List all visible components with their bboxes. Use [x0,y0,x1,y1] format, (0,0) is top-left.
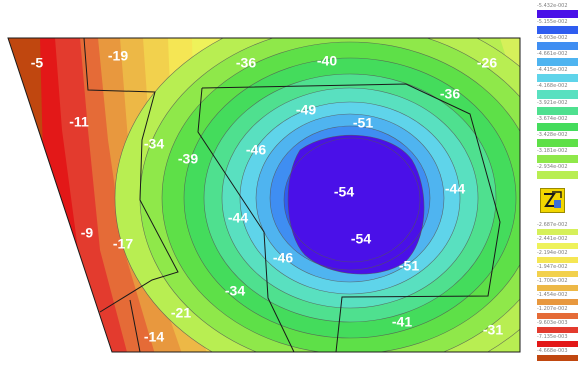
contour-label: -39 [178,151,198,167]
legend-color-swatch [537,170,578,179]
legend-color-swatch [537,313,578,319]
legend-value-label: -1.947e-002 [537,264,568,270]
contour-label: -31 [483,322,503,338]
legend-color-swatch [537,106,578,115]
legend-value-label: -2.194e-002 [537,250,568,256]
legend-color-swatch [537,257,578,263]
legend-entry: -5.155e-002 [528,19,581,35]
contour-label: -49 [296,102,316,118]
contour-label: -54 [334,184,354,200]
contour-label: -11 [69,114,89,130]
legend-color-swatch [537,299,578,305]
legend-value-label: -2.934e-002 [537,163,568,170]
legend-value-label: -3.674e-002 [537,115,568,122]
legend-entry: -3.181e-002 [528,148,581,164]
legend-color-swatch [537,122,578,131]
contour-label: -5 [31,55,44,71]
contour-label: -36 [440,86,460,102]
legend-color-swatch [537,229,578,235]
legend-entry: -2.687e-002 [528,222,581,236]
contour-label: -34 [225,283,245,299]
contour-label: -17 [113,236,133,252]
legend-entry: -3.674e-002 [528,116,581,132]
legend-entry: -3.921e-002 [528,100,581,116]
legend-entry: -7.135e-003 [528,334,581,348]
legend-color-swatch [537,138,578,147]
legend-value-label: -3.921e-002 [537,99,568,106]
structure-outline [7,37,521,353]
legend-value-label: -1.454e-002 [537,292,568,298]
legend-entry: -4.415e-002 [528,67,581,83]
contour-label: -51 [353,115,373,131]
legend-entry: -1.207e-002 [528,306,581,320]
legend-entry: -1.454e-002 [528,292,581,306]
legend-entry: -5.432e-002 [528,3,581,19]
legend-color-swatch [537,243,578,249]
contour-label: -46 [273,250,293,266]
legend-entry: -1.947e-002 [528,264,581,278]
legend-value-label: -5.432e-002 [537,3,568,9]
legend-value-label: -5.155e-002 [537,19,568,26]
legend-value-label: -3.181e-002 [537,147,568,154]
legend-value-label: -7.135e-003 [537,334,568,340]
legend-entry: -3.428e-002 [528,132,581,148]
contour-label: -46 [246,142,266,158]
legend-entry: -4.903e-002 [528,35,581,51]
contour-label: -51 [399,258,419,274]
legend-color-swatch [537,341,578,347]
contour-label: -19 [108,48,128,64]
legend-entry: -4.168e-002 [528,83,581,99]
contour-label: -26 [477,55,497,71]
contour-label: -21 [171,305,191,321]
legend-entry: -9.603e-003 [528,320,581,334]
legend-value-label: -4.903e-002 [537,35,568,42]
contour-label: -36 [236,55,256,71]
contour-labels: -5 -19 -36 -40 -26 -11 -34 -39 -49 -51 -… [31,48,504,345]
legend-color-swatch [537,355,578,361]
legend-value-label: -4.661e-002 [537,51,568,58]
legend-value-label: -9.603e-003 [537,320,568,326]
contour-label: -41 [392,314,412,330]
color-legend: -5.432e-002 -5.155e-002 -4.903e-002 -4.661e… [528,0,581,371]
contour-label: -54 [351,231,371,247]
legend-value-label: -4.415e-002 [537,67,568,74]
legend-value-label: -2.441e-002 [537,236,568,242]
contour-label: -40 [317,53,337,69]
legend-color-swatch [537,271,578,277]
legend-color-swatch [537,58,578,67]
legend-value-label: -2.687e-002 [537,222,568,228]
legend-color-swatch [537,74,578,83]
legend-entry: -1.700e-002 [528,278,581,292]
contour-plot: -5 -19 -36 -40 -26 -11 -34 -39 -49 -51 -… [7,37,521,353]
legend-color-swatch [537,42,578,51]
legend-color-swatch [537,154,578,163]
legend-value-label: -4.668e-003 [537,348,568,354]
contour-label: -44 [445,181,465,197]
legend-entry: -2.194e-002 [528,250,581,264]
legend-entry: -2.934e-002 [528,164,581,180]
legend-entry: -4.668e-003 [528,348,581,362]
legend-color-swatch [537,26,578,35]
legend-value-label: -1.207e-002 [537,306,568,312]
legend-color-swatch [537,327,578,333]
legend-entry: -2.441e-002 [528,236,581,250]
legend-value-label: -4.168e-002 [537,83,568,90]
legend-value-label: -3.428e-002 [537,131,568,138]
legend-value-label: -1.700e-002 [537,278,568,284]
legend-color-swatch [537,10,578,19]
legend-entry: -4.661e-002 [528,51,581,67]
contour-label: -14 [144,329,164,345]
contour-label: -44 [228,210,248,226]
fea-software-logo-icon [540,188,565,213]
contour-label: -34 [144,136,164,152]
legend-color-swatch [537,90,578,99]
legend-color-swatch [537,285,578,291]
contour-label: -9 [81,225,94,241]
